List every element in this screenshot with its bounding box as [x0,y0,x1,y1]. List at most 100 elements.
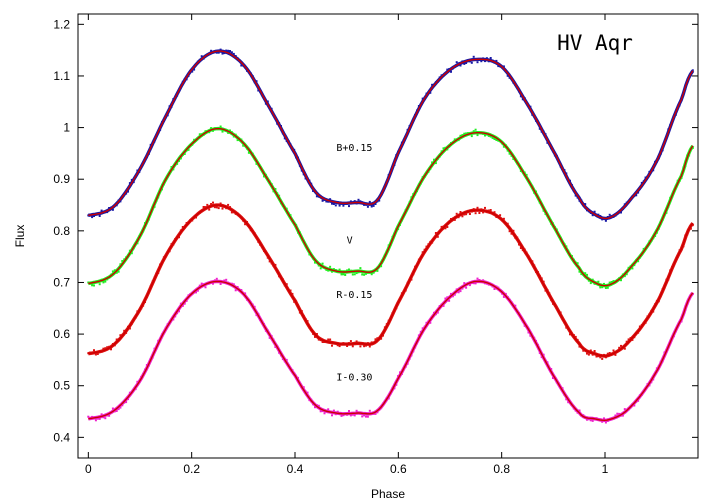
data-point [295,224,298,226]
data-point [172,318,175,321]
data-point [468,213,471,215]
data-point [648,384,651,387]
data-point [623,347,626,350]
data-point [510,232,513,235]
data-point [219,125,222,128]
data-point [519,247,522,249]
data-point [176,312,179,315]
data-point [378,199,381,202]
data-point [376,200,379,203]
data-point [87,214,90,217]
data-point [353,200,356,203]
data-point [115,410,118,412]
data-point [644,176,647,179]
data-point [461,287,464,290]
data-point [110,348,112,351]
data-point [434,313,437,316]
data-point [102,347,105,350]
data-point [94,419,97,422]
data-point [327,200,330,203]
data-point [601,286,604,289]
data-point [244,292,247,295]
data-point [393,387,396,390]
data-point [272,190,275,193]
data-point [91,216,94,219]
data-point [689,227,692,230]
data-point [495,139,498,141]
data-point [661,360,664,363]
data-point [119,334,122,337]
data-point [597,280,600,283]
observed-points-r-0-15 [88,203,695,358]
data-point [355,409,358,412]
y-tick-label: 0.7 [53,275,70,289]
scatter-r-0-15 [87,201,694,360]
data-point [204,130,207,133]
data-point [200,282,203,285]
data-point [283,360,286,363]
data-point [614,353,617,356]
data-point [308,399,311,402]
y-tick-label: 0.8 [53,224,70,238]
y-axis-title: Flux [13,225,27,248]
data-point [472,282,475,285]
data-point [659,360,662,363]
data-point [510,154,513,157]
data-point [433,158,435,161]
model-fit-i-0-30 [88,280,694,422]
data-point [370,273,373,276]
data-point [315,404,318,407]
scatter-v [87,125,694,289]
data-point [96,417,99,420]
data-point [247,151,250,154]
data-point [359,345,362,348]
data-point [138,171,141,173]
data-point [159,128,162,131]
data-point [115,338,118,341]
data-point [117,270,120,273]
data-point [106,211,109,214]
data-point [170,243,173,246]
data-point [215,206,218,209]
data-point [94,353,97,356]
data-point [580,273,583,276]
data-point [353,414,356,417]
data-point [91,284,94,287]
data-point [433,311,435,314]
data-point [295,156,298,159]
data-point [223,279,226,282]
data-point [249,229,252,232]
data-point [559,311,562,314]
data-point [234,55,237,57]
data-point [387,244,390,247]
data-point [625,273,628,276]
data-point [493,288,496,290]
data-point [589,419,592,422]
data-point [240,64,243,67]
data-point [193,138,196,141]
data-point [631,267,634,270]
data-point [404,289,407,292]
data-point [236,286,239,288]
data-point [538,127,541,130]
data-point [459,64,462,67]
data-point [586,352,588,355]
data-point [591,419,594,422]
data-point [187,74,190,77]
data-point [380,265,383,268]
data-point [442,304,445,307]
data-point [601,420,604,423]
data-point [652,378,655,381]
data-point [106,414,109,417]
data-point [646,315,649,318]
data-point [108,414,111,417]
data-point [293,300,296,303]
data-point [280,354,282,357]
data-point [210,127,213,130]
data-point [368,200,371,203]
data-point [525,173,528,176]
data-point [427,243,430,246]
data-point [661,149,664,152]
data-point [355,202,358,205]
data-point [448,299,451,302]
